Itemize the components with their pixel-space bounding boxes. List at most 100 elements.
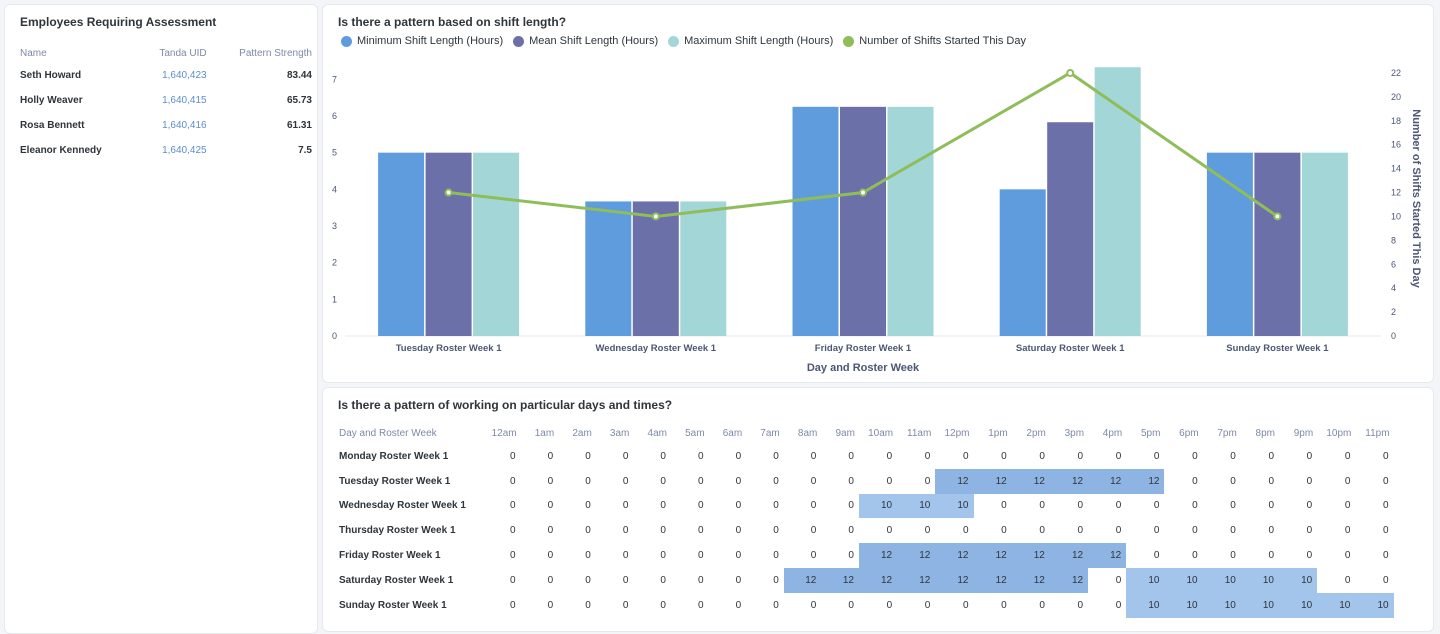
heatmap-row: Wednesday Roster Week 1 0 0 0 0 0 0 0 0 0 0 10 10 10 0… bbox=[333, 493, 1394, 519]
column-header-hour[interactable]: 10am bbox=[868, 427, 894, 439]
column-header-hour[interactable]: 5pm bbox=[1140, 427, 1161, 439]
heatmap-cell: 0 bbox=[810, 599, 817, 611]
column-header-hour[interactable]: 4am bbox=[647, 427, 667, 439]
heatmap-cell: 0 bbox=[1077, 525, 1084, 537]
heatmap-cell: 0 bbox=[1230, 500, 1236, 512]
heatmap-cell: 0 bbox=[735, 574, 742, 586]
heatmap-cell: 10 bbox=[1355, 592, 1394, 618]
column-header-hour[interactable]: 10pm bbox=[1326, 427, 1352, 439]
heatmap-cell: 10 bbox=[1126, 567, 1165, 593]
x-axis-title: Day and Roster Week bbox=[807, 362, 920, 374]
column-header-hour[interactable]: 8am bbox=[797, 427, 818, 439]
legend-item-shifts[interactable]: Number of Shifts Started This Day bbox=[843, 35, 1026, 47]
legend-item-max[interactable]: Maximum Shift Length (Hours) bbox=[668, 35, 833, 47]
column-header-uid[interactable]: Tanda UID bbox=[159, 47, 207, 59]
column-header-hour[interactable]: 11pm bbox=[1365, 427, 1390, 439]
heatmap-cell: 0 bbox=[660, 525, 666, 537]
employee-pattern-strength: 61.31 bbox=[286, 120, 312, 131]
y2-tick-label: 10 bbox=[1391, 211, 1401, 221]
column-header-hour[interactable]: 11am bbox=[907, 427, 932, 439]
employee-pattern-strength: 7.5 bbox=[298, 145, 312, 156]
y2-axis-title: Number of Shifts Started This Day bbox=[1410, 109, 1422, 288]
bar-max bbox=[473, 152, 520, 336]
heatmap-cell: 0 bbox=[1115, 450, 1122, 462]
heatmap-cell: 10 bbox=[1317, 592, 1356, 618]
employee-row[interactable]: Seth Howard 1,640,423 83.44 bbox=[20, 63, 312, 88]
column-header-hour[interactable]: 4pm bbox=[1102, 427, 1123, 439]
column-header-hour[interactable]: 3pm bbox=[1064, 427, 1085, 439]
heatmap-cell: 10 bbox=[858, 493, 898, 519]
employee-row[interactable]: Rosa Bennett 1,640,416 61.31 bbox=[20, 113, 312, 138]
column-header-hour[interactable]: 6am bbox=[722, 427, 743, 439]
column-header-hour[interactable]: 2pm bbox=[1026, 427, 1046, 439]
legend-item-mean[interactable]: Mean Shift Length (Hours) bbox=[513, 35, 658, 47]
employee-uid[interactable]: 1,640,415 bbox=[162, 95, 207, 106]
column-header-hour[interactable]: 8pm bbox=[1255, 427, 1275, 439]
heatmap-cell: 0 bbox=[510, 475, 516, 487]
heatmap-cell: 0 bbox=[773, 475, 779, 487]
heatmap-cell: 0 bbox=[1115, 500, 1122, 512]
legend-label-shifts: Number of Shifts Started This Day bbox=[859, 35, 1026, 47]
heatmap-cell: 10 bbox=[1240, 567, 1279, 593]
heatmap-cell: 0 bbox=[510, 599, 516, 611]
shifts-point bbox=[1066, 68, 1075, 77]
column-header-hour[interactable]: 2am bbox=[572, 427, 592, 439]
heatmap-row: Monday Roster Week 1 0 0 0 0 0 0 0 0 0 0 0 0 0 0 0 0 0 0 0 0… bbox=[333, 444, 1394, 469]
column-header-hour[interactable]: 9pm bbox=[1293, 427, 1314, 439]
heatmap-cell: 0 bbox=[510, 550, 516, 562]
heatmap-cell: 0 bbox=[1306, 525, 1313, 537]
heatmap-cell: 0 bbox=[1230, 450, 1236, 462]
column-header-strength[interactable]: Pattern Strength bbox=[239, 47, 312, 59]
heatmap-cell: 0 bbox=[773, 599, 779, 611]
x-tick-label: Tuesday Roster Week 1 bbox=[396, 343, 502, 354]
heatmap-row: Tuesday Roster Week 1 0 0 0 0 0 0 0 0 0 0 0 0 12 12 12 1… bbox=[333, 468, 1394, 494]
heatmap-cell: 0 bbox=[622, 450, 629, 462]
heatmap-cell: 0 bbox=[660, 450, 666, 462]
y2-tick-label: 18 bbox=[1391, 116, 1401, 126]
employee-row[interactable]: Holly Weaver 1,640,415 65.73 bbox=[20, 88, 312, 113]
heatmap-cell: 10 bbox=[1126, 592, 1165, 618]
chart-legend: Minimum Shift Length (Hours) Mean Shift … bbox=[341, 35, 1026, 47]
heatmap-cell: 12 bbox=[858, 567, 898, 593]
heatmap-row-label: Friday Roster Week 1 bbox=[339, 550, 441, 562]
column-header-name[interactable]: Name bbox=[20, 47, 47, 59]
employee-uid[interactable]: 1,640,423 bbox=[162, 70, 207, 81]
column-header-hour[interactable]: 6pm bbox=[1179, 427, 1199, 439]
employee-row[interactable]: Eleanor Kennedy 1,640,425 7.5 bbox=[20, 138, 312, 163]
bar-mean bbox=[632, 201, 679, 336]
column-header-hour[interactable]: 1am bbox=[534, 427, 555, 439]
y2-tick-label: 0 bbox=[1391, 331, 1396, 341]
heatmap-cell: 0 bbox=[585, 500, 591, 512]
column-header-hour[interactable]: 7pm bbox=[1217, 427, 1237, 439]
heatmap-cell: 12 bbox=[1011, 468, 1050, 494]
bar-min bbox=[999, 189, 1046, 336]
y2-tick-label: 16 bbox=[1391, 140, 1401, 150]
employee-uid[interactable]: 1,640,425 bbox=[162, 145, 207, 156]
column-header-hour[interactable]: 7am bbox=[760, 427, 780, 439]
heatmap-cell: 0 bbox=[547, 475, 554, 487]
column-header-hour[interactable]: 9am bbox=[835, 427, 855, 439]
y-tick-label: 1 bbox=[332, 294, 337, 304]
y2-tick-label: 6 bbox=[1391, 259, 1396, 269]
legend-item-min[interactable]: Minimum Shift Length (Hours) bbox=[341, 35, 503, 47]
heatmap-cell: 0 bbox=[1383, 525, 1389, 537]
heatmap-cell: 0 bbox=[622, 500, 629, 512]
column-header-hour[interactable]: 3am bbox=[609, 427, 630, 439]
column-header-hour[interactable]: 12am bbox=[491, 427, 517, 439]
heatmap-cell: 0 bbox=[1039, 525, 1045, 537]
heatmap-cell: 0 bbox=[698, 500, 704, 512]
column-header-day[interactable]: Day and Roster Week bbox=[339, 427, 437, 439]
heatmap-cell: 0 bbox=[773, 500, 779, 512]
shifts-point bbox=[444, 188, 453, 197]
heatmap-cell: 0 bbox=[810, 525, 817, 537]
column-header-hour[interactable]: 12pm bbox=[944, 427, 970, 439]
heatmap-row-label: Sunday Roster Week 1 bbox=[339, 599, 447, 611]
heatmap-cell: 0 bbox=[1192, 550, 1198, 562]
employee-uid[interactable]: 1,640,416 bbox=[162, 120, 207, 131]
heatmap-cell: 0 bbox=[962, 450, 969, 462]
heatmap-cell: 0 bbox=[510, 525, 516, 537]
column-header-hour[interactable]: 5am bbox=[685, 427, 705, 439]
heatmap-cell: 0 bbox=[1344, 475, 1351, 487]
column-header-hour[interactable]: 1pm bbox=[988, 427, 1008, 439]
heatmap-cell: 0 bbox=[735, 550, 742, 562]
